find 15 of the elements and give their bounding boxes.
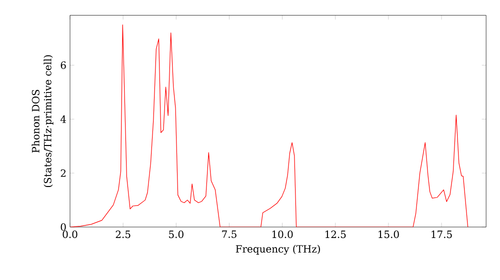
y-tick-label: 4 <box>60 115 66 123</box>
x-tick-label: 17.5 <box>432 230 452 238</box>
line-series <box>70 24 468 228</box>
x-tick-label: 15.0 <box>378 230 399 238</box>
x-tick-label: 5.0 <box>169 230 184 238</box>
x-tick-label: 10.0 <box>272 230 293 238</box>
y-tick-label: 2 <box>60 169 66 177</box>
y-tick-label: 0 <box>60 223 66 231</box>
x-axis-title: Frequency (THz) <box>236 244 320 255</box>
x-tick-label: 0.0 <box>62 230 78 238</box>
x-tick-label: 7.5 <box>222 230 236 238</box>
y-tick-label: 6 <box>60 61 66 69</box>
y-axis-title: Phonon DOS (States/THz·primitive cell) <box>32 55 54 188</box>
x-tick-label: 2.5 <box>116 230 130 238</box>
x-tick-label: 12.5 <box>326 230 346 238</box>
